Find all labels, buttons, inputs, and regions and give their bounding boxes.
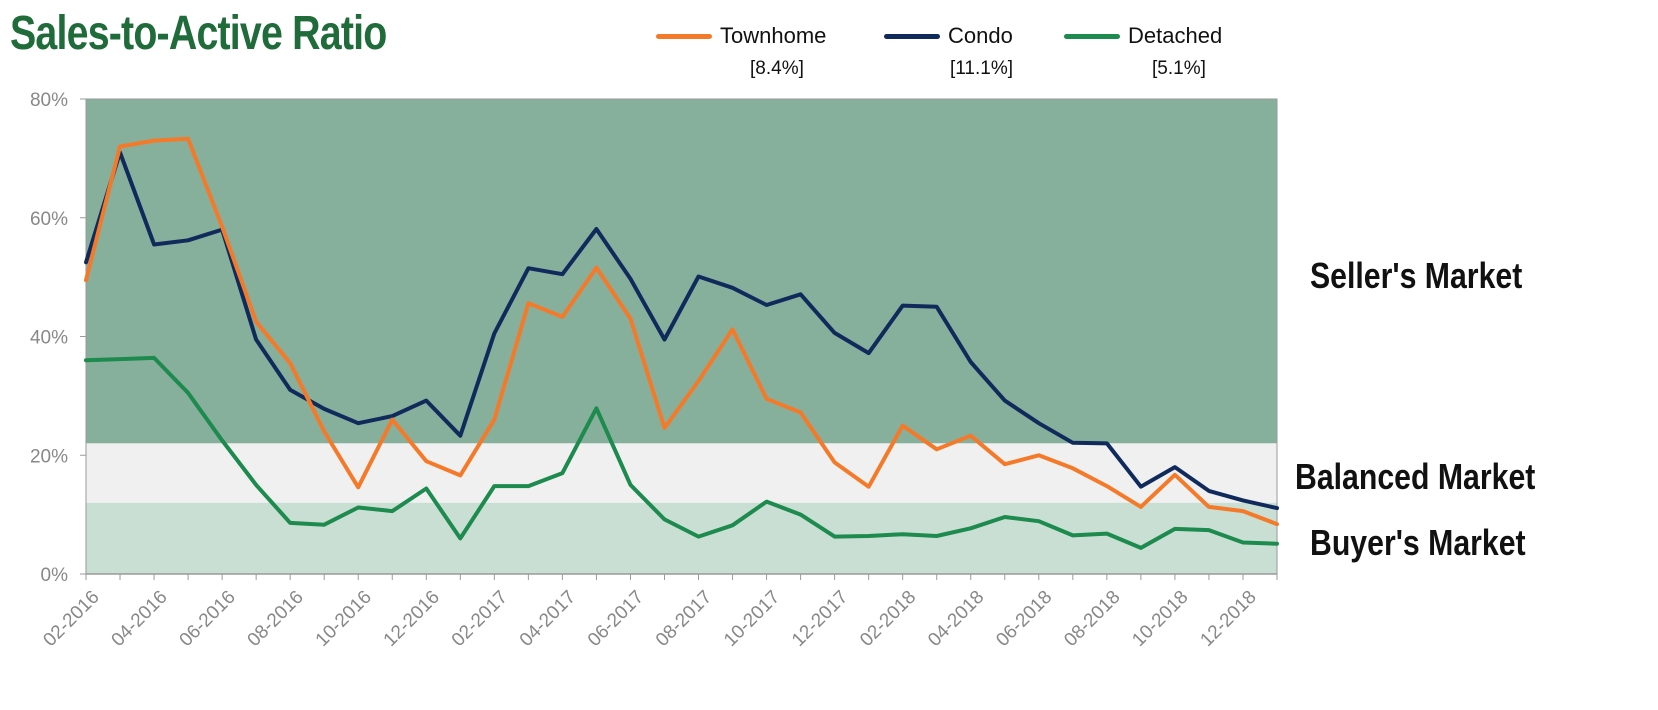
x-tick-label: 10-2017 bbox=[720, 587, 784, 651]
legend-swatch bbox=[884, 33, 940, 39]
legend-item-condo: Condo bbox=[884, 22, 1013, 50]
x-tick-label: 10-2016 bbox=[312, 587, 376, 651]
legend-label: Townhome bbox=[720, 23, 827, 48]
y-tick-label: 60% bbox=[30, 209, 68, 230]
x-tick-label: 06-2017 bbox=[584, 587, 648, 651]
x-tick-label: 08-2017 bbox=[652, 587, 716, 651]
legend-swatch bbox=[656, 33, 712, 39]
x-tick-label: 02-2016 bbox=[39, 587, 103, 651]
legend-item-detached: Detached bbox=[1064, 22, 1222, 50]
x-tick-label: 10-2018 bbox=[1128, 587, 1192, 651]
legend-latest-value: [5.1%] bbox=[1152, 58, 1206, 79]
series-line-detached bbox=[84, 355, 1279, 550]
legend-latest-value: [8.4%] bbox=[750, 58, 804, 79]
zone-label-seller: Seller's Market bbox=[1310, 255, 1523, 296]
legend-item-townhome: Townhome bbox=[656, 22, 826, 50]
y-tick-label: 40% bbox=[30, 328, 68, 349]
y-tick-label: 80% bbox=[30, 90, 68, 111]
zone-band-0 bbox=[86, 99, 1277, 444]
chart-title: Sales-to-Active Ratio bbox=[10, 7, 387, 60]
x-tick-label: 06-2016 bbox=[176, 587, 240, 651]
x-tick-label: 06-2018 bbox=[992, 587, 1056, 651]
legend-swatch bbox=[1064, 33, 1120, 39]
y-tick-label: 0% bbox=[41, 565, 69, 586]
zone-label-balanced: Balanced Market bbox=[1295, 456, 1536, 497]
y-tick-label: 20% bbox=[30, 446, 68, 467]
legend-latest-value: [11.1%] bbox=[950, 58, 1014, 79]
legend-label: Condo bbox=[948, 23, 1013, 48]
x-tick-label: 12-2017 bbox=[788, 587, 852, 651]
x-tick-label: 12-2018 bbox=[1196, 587, 1260, 651]
series-line-condo bbox=[84, 150, 1279, 511]
x-tick-label: 04-2016 bbox=[108, 587, 172, 651]
x-tick-label: 04-2018 bbox=[924, 587, 988, 651]
legend-label: Detached bbox=[1128, 23, 1223, 48]
x-tick-label: 02-2018 bbox=[856, 587, 920, 651]
x-tick-label: 08-2018 bbox=[1060, 587, 1124, 651]
series-line-townhome bbox=[84, 136, 1279, 527]
x-tick-label: 02-2017 bbox=[448, 587, 512, 651]
x-tick-label: 08-2016 bbox=[244, 587, 308, 651]
zone-band-2 bbox=[86, 502, 1277, 574]
x-tick-label: 04-2017 bbox=[516, 587, 580, 651]
x-tick-label: 12-2016 bbox=[380, 587, 444, 651]
zone-label-buyer: Buyer's Market bbox=[1310, 522, 1526, 563]
